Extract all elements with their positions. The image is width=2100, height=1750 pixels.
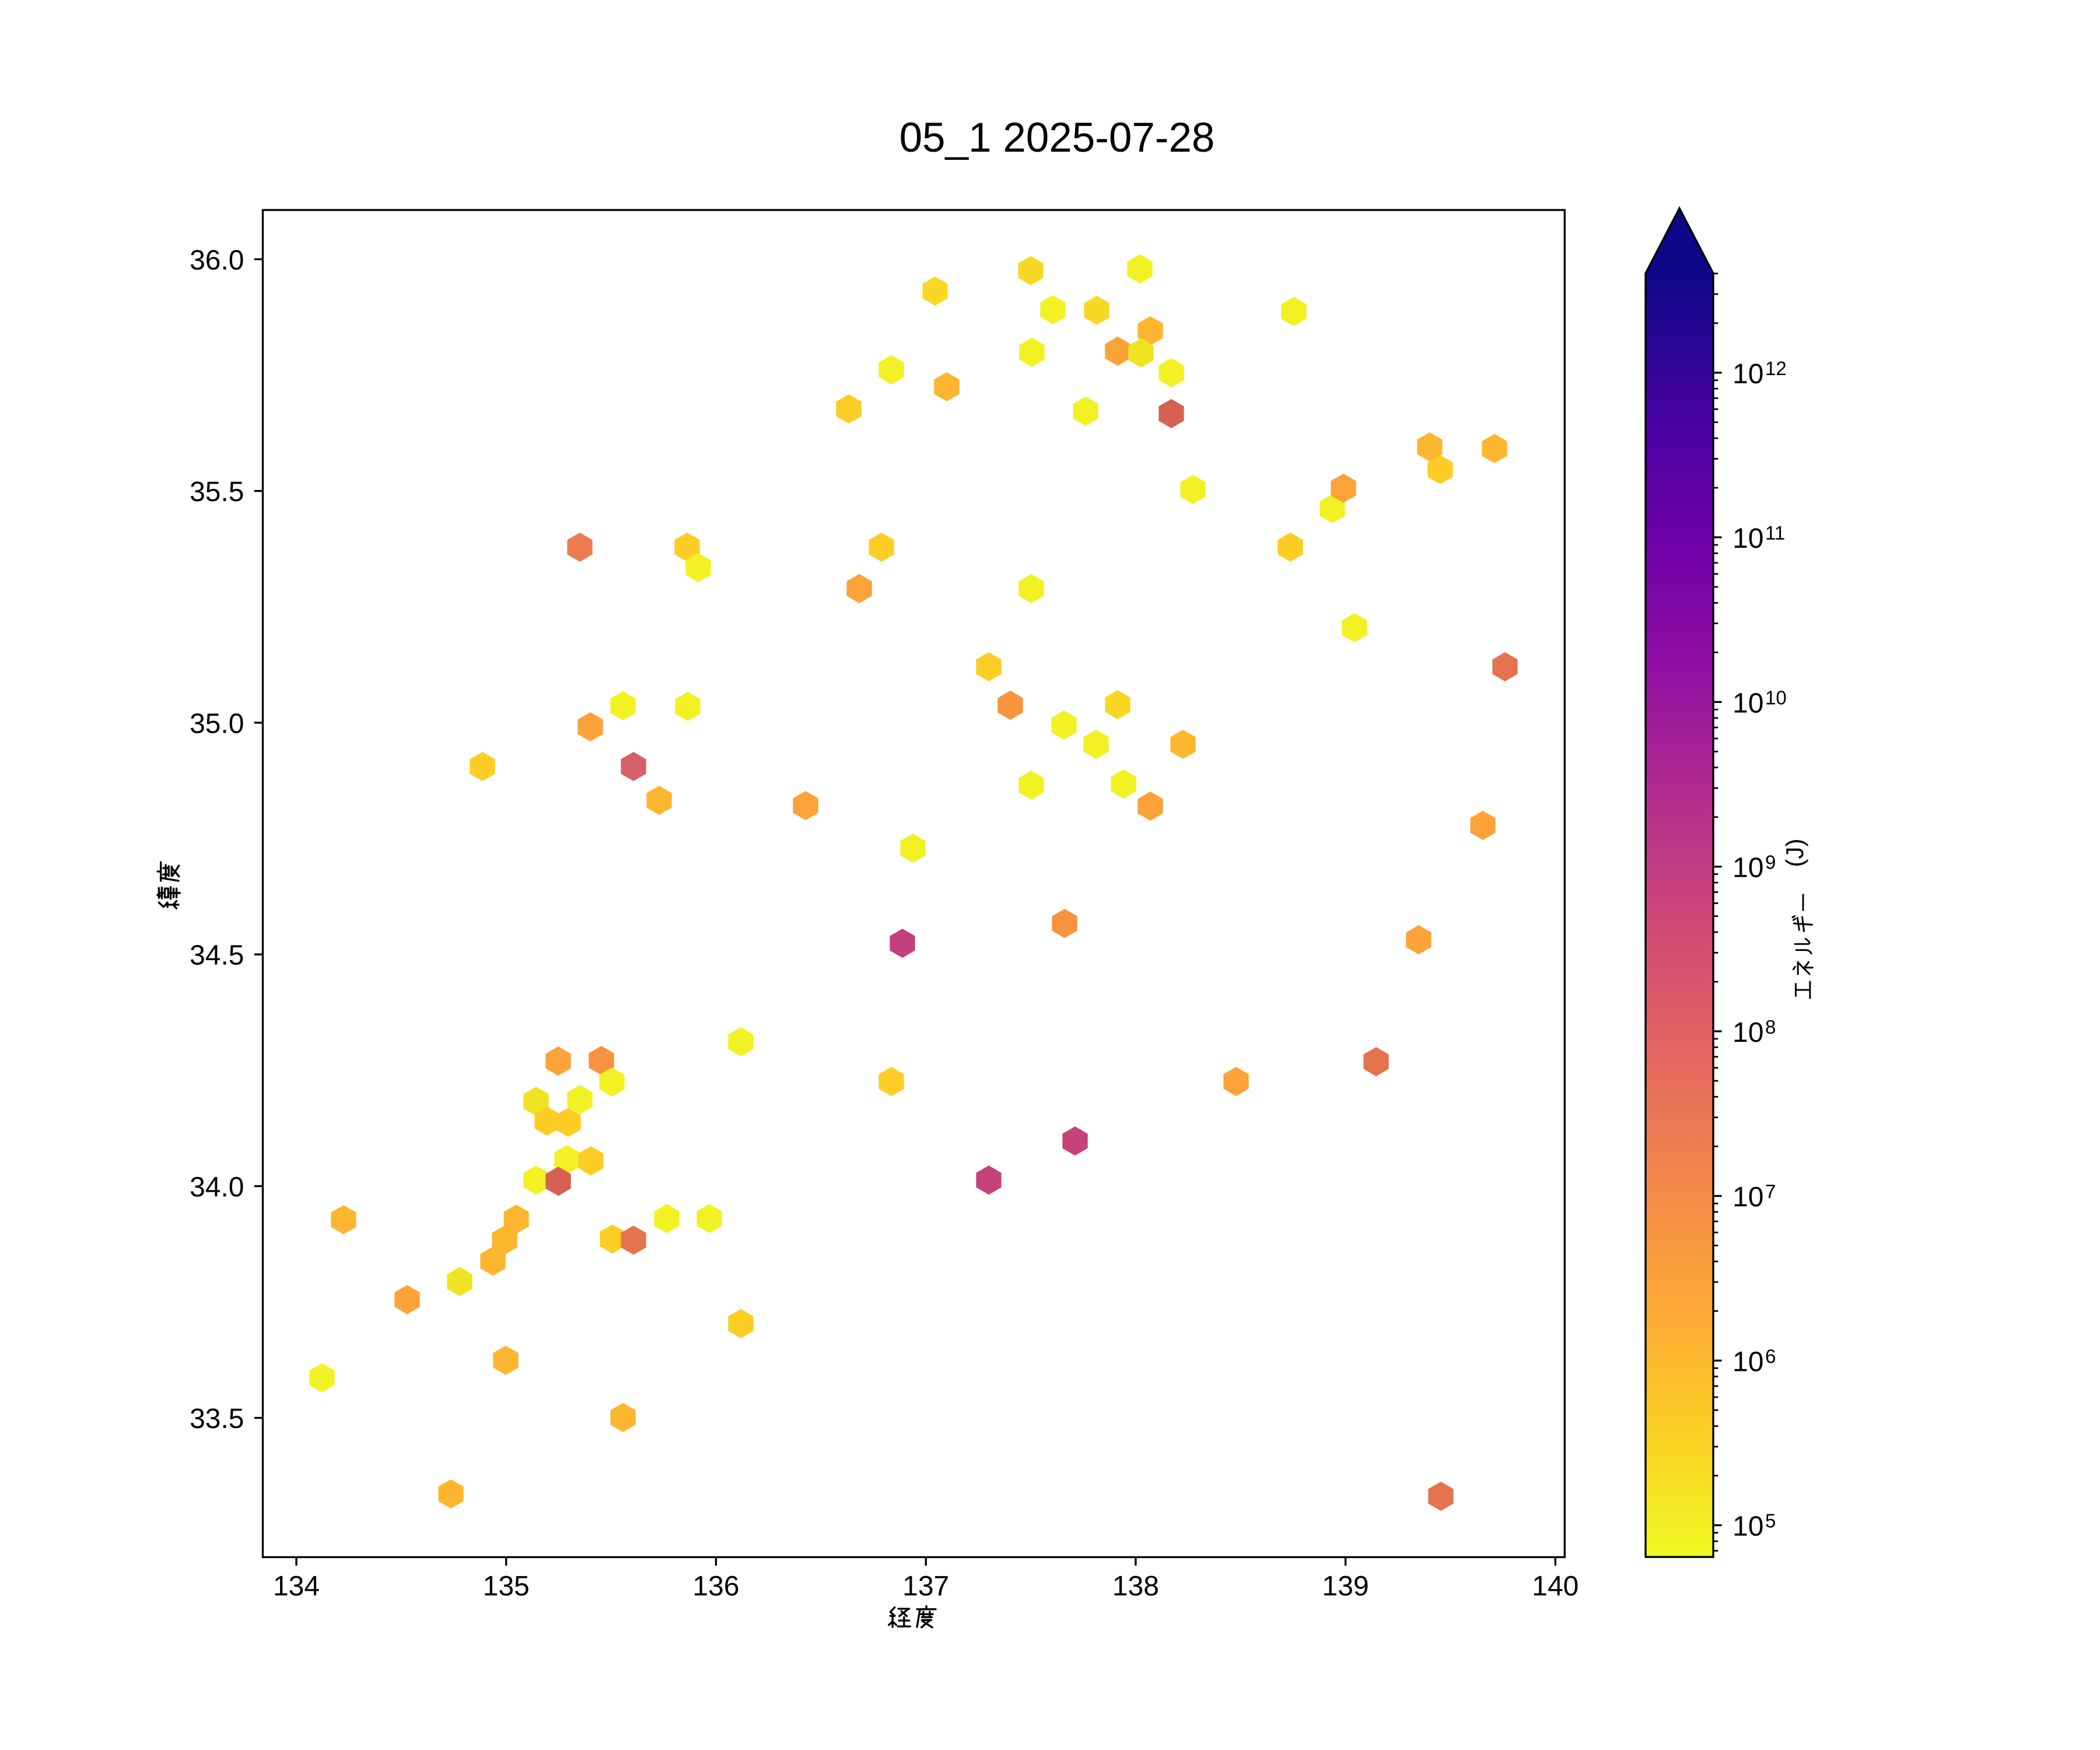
svg-text:34.0: 34.0 bbox=[190, 1172, 244, 1203]
svg-text:9: 9 bbox=[1765, 852, 1776, 873]
svg-text:10: 10 bbox=[1732, 1182, 1763, 1213]
svg-text:10: 10 bbox=[1732, 1511, 1763, 1542]
svg-text:10: 10 bbox=[1732, 523, 1763, 554]
svg-text:6: 6 bbox=[1765, 1345, 1776, 1367]
svg-text:10: 10 bbox=[1765, 687, 1787, 708]
svg-text:33.5: 33.5 bbox=[190, 1404, 244, 1434]
svg-text:(J): (J) bbox=[1781, 839, 1808, 867]
svg-text:05_1 2025-07-28: 05_1 2025-07-28 bbox=[900, 115, 1215, 161]
svg-text:7: 7 bbox=[1765, 1181, 1776, 1202]
svg-text:5: 5 bbox=[1765, 1510, 1776, 1532]
svg-text:10: 10 bbox=[1732, 1346, 1763, 1377]
svg-text:138: 138 bbox=[1112, 1571, 1159, 1602]
svg-text:140: 140 bbox=[1532, 1571, 1578, 1602]
svg-text:35.5: 35.5 bbox=[190, 477, 244, 508]
svg-text:136: 136 bbox=[692, 1571, 739, 1602]
svg-text:134: 134 bbox=[273, 1571, 320, 1602]
svg-text:36.0: 36.0 bbox=[190, 245, 244, 276]
svg-text:139: 139 bbox=[1322, 1571, 1369, 1602]
svg-text:35.0: 35.0 bbox=[190, 708, 244, 739]
svg-text:135: 135 bbox=[483, 1571, 530, 1602]
svg-text:34.5: 34.5 bbox=[190, 940, 244, 971]
svg-text:8: 8 bbox=[1765, 1016, 1776, 1038]
svg-text:10: 10 bbox=[1732, 1017, 1763, 1048]
svg-text:10: 10 bbox=[1732, 688, 1763, 719]
svg-text:10: 10 bbox=[1732, 359, 1763, 390]
svg-text:11: 11 bbox=[1765, 522, 1785, 544]
svg-text:10: 10 bbox=[1732, 853, 1763, 884]
svg-text:137: 137 bbox=[902, 1571, 949, 1602]
svg-text:12: 12 bbox=[1765, 358, 1787, 379]
